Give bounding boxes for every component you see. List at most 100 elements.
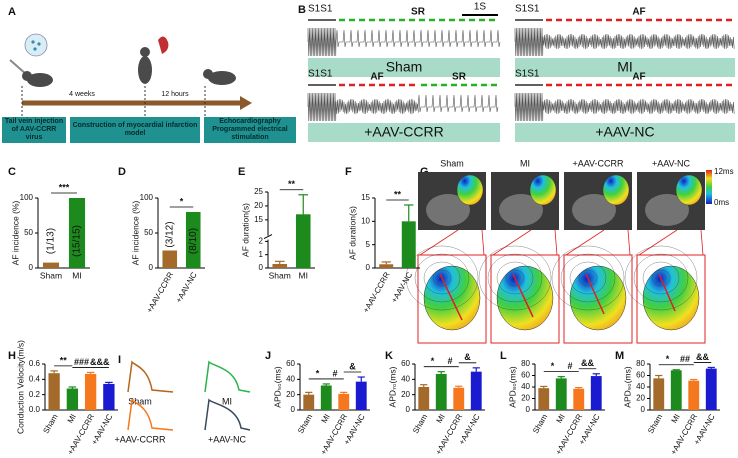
significance-label: && (581, 358, 594, 368)
isochrone (551, 245, 625, 311)
ecg-trace (307, 92, 499, 122)
map-label: +AAV-CCRR (572, 158, 624, 168)
y-tick-label: 20 (401, 390, 410, 399)
isochrone (642, 261, 680, 295)
x-tick-label: Sham (646, 412, 664, 435)
x-tick-label: +AAV-NC (174, 270, 199, 304)
bar (453, 387, 465, 410)
bar (573, 388, 585, 410)
y-axis-title: APD₉₀(ms) (622, 366, 632, 408)
bar (705, 368, 717, 410)
panel-label: C (8, 166, 16, 178)
panel-label: K (385, 350, 393, 362)
bar (295, 214, 311, 268)
ap-label: MI (222, 396, 232, 406)
y-tick-label: 0 (366, 263, 371, 272)
conduction-arrow (585, 273, 605, 315)
action-potential (204, 398, 251, 431)
zoom-line (492, 229, 532, 256)
bar (418, 387, 430, 410)
y-tick-label: 60 (521, 371, 530, 380)
y-tick-label: 100 (140, 193, 154, 202)
isochrone (423, 261, 461, 295)
group-box (308, 58, 500, 77)
step-box: Tail vein injection of AAV-CCRR virus (2, 117, 66, 143)
significance-label: *** (59, 182, 70, 192)
bar (355, 381, 367, 410)
bar (66, 388, 79, 410)
rhythm-label: AF (632, 72, 645, 83)
y-axis-title: APD₇₀(ms) (387, 366, 397, 407)
group-label: +AAV-CCRR (364, 124, 443, 140)
bar (84, 373, 97, 410)
y-tick-label: 0 (29, 263, 34, 272)
panel-label: D (118, 166, 126, 178)
value-label: (15/15) (72, 225, 83, 257)
x-tick-label: Sham (269, 270, 291, 280)
bar (555, 378, 567, 410)
zoom-line (627, 229, 631, 256)
rhythm-label: SR (411, 7, 426, 18)
activation-zoom (642, 265, 700, 331)
y-tick-label: 0 (291, 405, 296, 414)
x-tick-label: MI (72, 270, 81, 280)
colorbar (706, 170, 712, 204)
y-tick-label: 0 (406, 405, 411, 414)
significance-label: ** (288, 179, 296, 189)
timeline-arrow (240, 96, 252, 110)
y-tick-label: 0.6 (29, 359, 41, 368)
isochrone (405, 245, 479, 311)
significance-label: ### (74, 357, 89, 367)
y-tick-label: 50 (24, 228, 33, 237)
x-tick-label: Sham (296, 412, 314, 435)
group-label: +AAV-NC (595, 124, 654, 140)
y-tick-label: 40 (286, 374, 295, 383)
bar (670, 370, 682, 410)
x-tick-label: Sham (40, 270, 62, 280)
y-tick-label: 40 (521, 382, 530, 391)
panel-label: L (500, 350, 507, 362)
conduction-arrow (439, 273, 463, 321)
y-axis-title: Conduction Velocity(m/s) (15, 340, 25, 434)
y-tick-label: 5 (366, 240, 371, 249)
tissue (572, 194, 616, 226)
rhythm-label: AF (370, 72, 383, 83)
y-tick-label: 50 (144, 228, 153, 237)
y-tick-label: 20 (254, 201, 263, 210)
y-axis-title: APD₅₀(ms) (272, 366, 282, 408)
significance-label: * (431, 356, 435, 366)
significance-label: &&& (90, 357, 110, 367)
isochrone (432, 269, 452, 287)
activation-map (456, 174, 484, 206)
group-label: Sham (386, 59, 423, 75)
map-label: Sham (440, 158, 464, 168)
significance-label: * (551, 361, 555, 371)
y-tick-label: 0 (259, 263, 264, 272)
y-tick-label: 100 (20, 193, 34, 202)
significance-label: # (567, 361, 572, 371)
y-tick-label: 20 (636, 394, 645, 403)
y-tick-label: 1 (259, 250, 264, 259)
bar (320, 385, 332, 410)
y-tick-label: 0 (149, 263, 154, 272)
bar (42, 262, 60, 268)
y-tick-label: 15 (254, 215, 263, 224)
x-tick-label: MI (320, 413, 332, 425)
isochrone (633, 253, 689, 303)
isochrone (651, 269, 671, 287)
y-tick-label: 80 (521, 359, 530, 368)
map-label: MI (520, 158, 530, 168)
bar (103, 383, 115, 410)
x-tick-label: MI (555, 413, 567, 425)
zoom-line (481, 229, 485, 256)
bar (538, 388, 550, 410)
y-tick-label: 60 (401, 359, 410, 368)
panel-label: G (420, 166, 429, 178)
axis-break (264, 235, 315, 240)
isochrone (487, 253, 543, 303)
bar (688, 380, 700, 410)
bar (379, 264, 394, 268)
bar (162, 250, 178, 268)
y-tick-label: 60 (286, 359, 295, 368)
